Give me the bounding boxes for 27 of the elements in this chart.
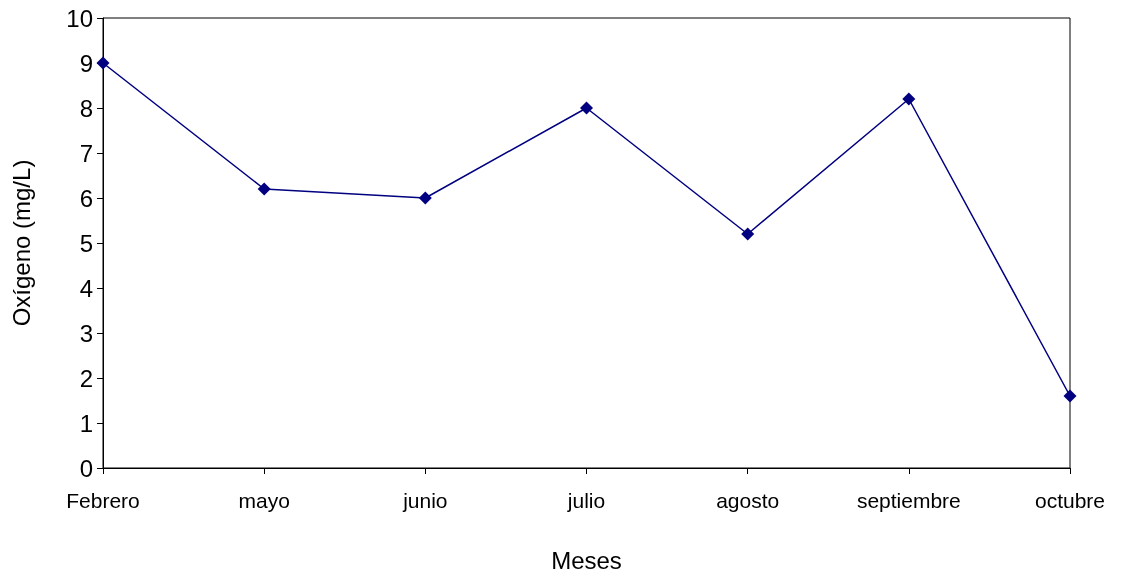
y-tick-label: 7	[79, 139, 93, 167]
point	[902, 92, 916, 106]
y-tick-label: 5	[79, 229, 93, 257]
point	[96, 56, 110, 70]
y-tick-label: 1	[79, 409, 93, 437]
y-tick-label: 3	[79, 319, 93, 347]
point	[1063, 389, 1077, 403]
point	[418, 191, 432, 205]
x-tick-label: agosto	[716, 489, 780, 512]
x-tick-label: septiembre	[856, 489, 961, 512]
x-tick-label: Febrero	[66, 489, 140, 512]
y-tick-label: 9	[79, 49, 93, 77]
point	[741, 227, 755, 241]
x-tick-label: julio	[566, 489, 606, 512]
y-axis-title: Oxígeno (mg/L)	[7, 159, 35, 327]
x-tick-label: mayo	[238, 489, 290, 512]
y-tick-label: 2	[79, 364, 93, 392]
y-tick-label: 8	[79, 94, 93, 122]
x-axis-title: Meses	[551, 546, 622, 574]
y-tick-label: 10	[66, 4, 93, 32]
point	[580, 101, 593, 115]
y-tick-label: 0	[79, 454, 93, 482]
y-tick-label: 4	[79, 274, 93, 302]
point	[257, 182, 271, 196]
x-tick-label: junio	[402, 489, 448, 512]
x-tick-label: octubre	[1034, 489, 1106, 512]
y-tick-label: 6	[79, 184, 93, 212]
